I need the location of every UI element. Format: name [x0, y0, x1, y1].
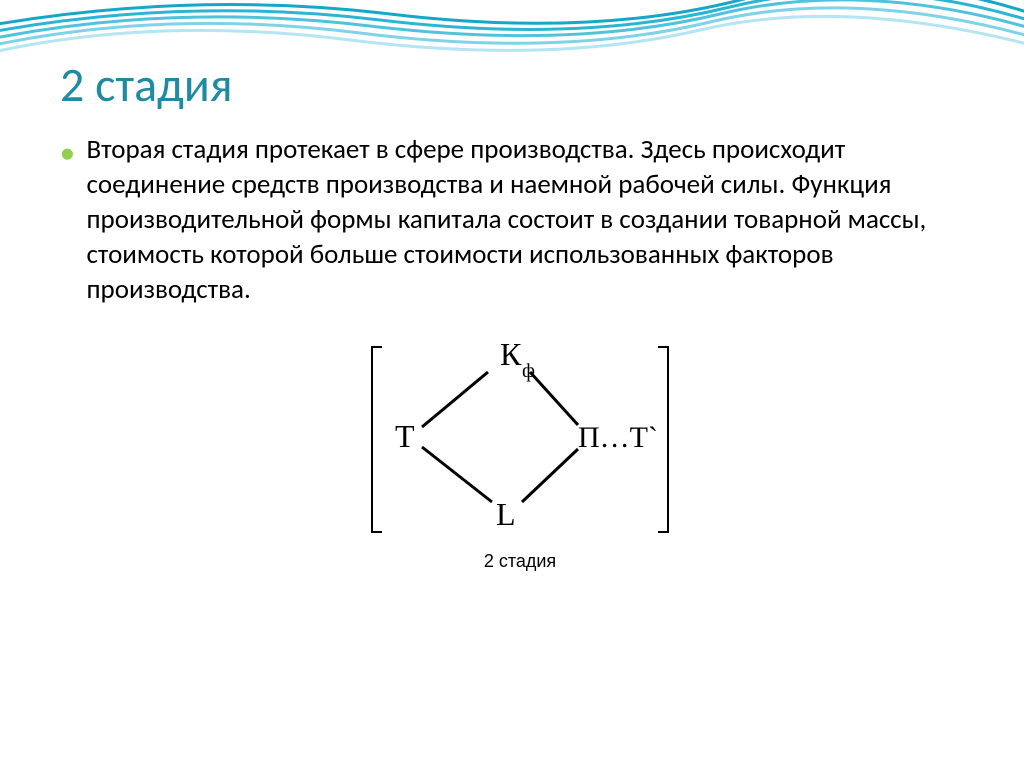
diagram-caption: 2 стадия: [360, 551, 680, 572]
node-top-sub: ф: [522, 360, 535, 382]
edge-l-p: [522, 449, 578, 502]
body-wrap: ● Вторая стадия протекает в сфере произв…: [60, 132, 964, 307]
slide-content: 2 стадия ● Вторая стадия протекает в сфе…: [0, 0, 1024, 592]
capital-cycle-diagram: К ф Т П…Т` L: [360, 317, 680, 547]
edge-t-k: [422, 372, 488, 427]
node-left: Т: [395, 418, 415, 454]
bracket-right: [658, 347, 668, 532]
node-right: П…Т`: [578, 421, 658, 454]
bracket-left: [372, 347, 382, 532]
body-text: Вторая стадия протекает в сфере производ…: [87, 132, 965, 307]
bullet-icon: ●: [60, 136, 75, 172]
edge-t-l: [422, 447, 492, 502]
diagram-wrap: К ф Т П…Т` L 2 стадия: [360, 317, 680, 572]
slide-title: 2 стадия: [60, 55, 964, 114]
node-top: К: [500, 336, 522, 372]
edge-k-p: [530, 372, 578, 425]
node-bottom: L: [496, 496, 516, 532]
